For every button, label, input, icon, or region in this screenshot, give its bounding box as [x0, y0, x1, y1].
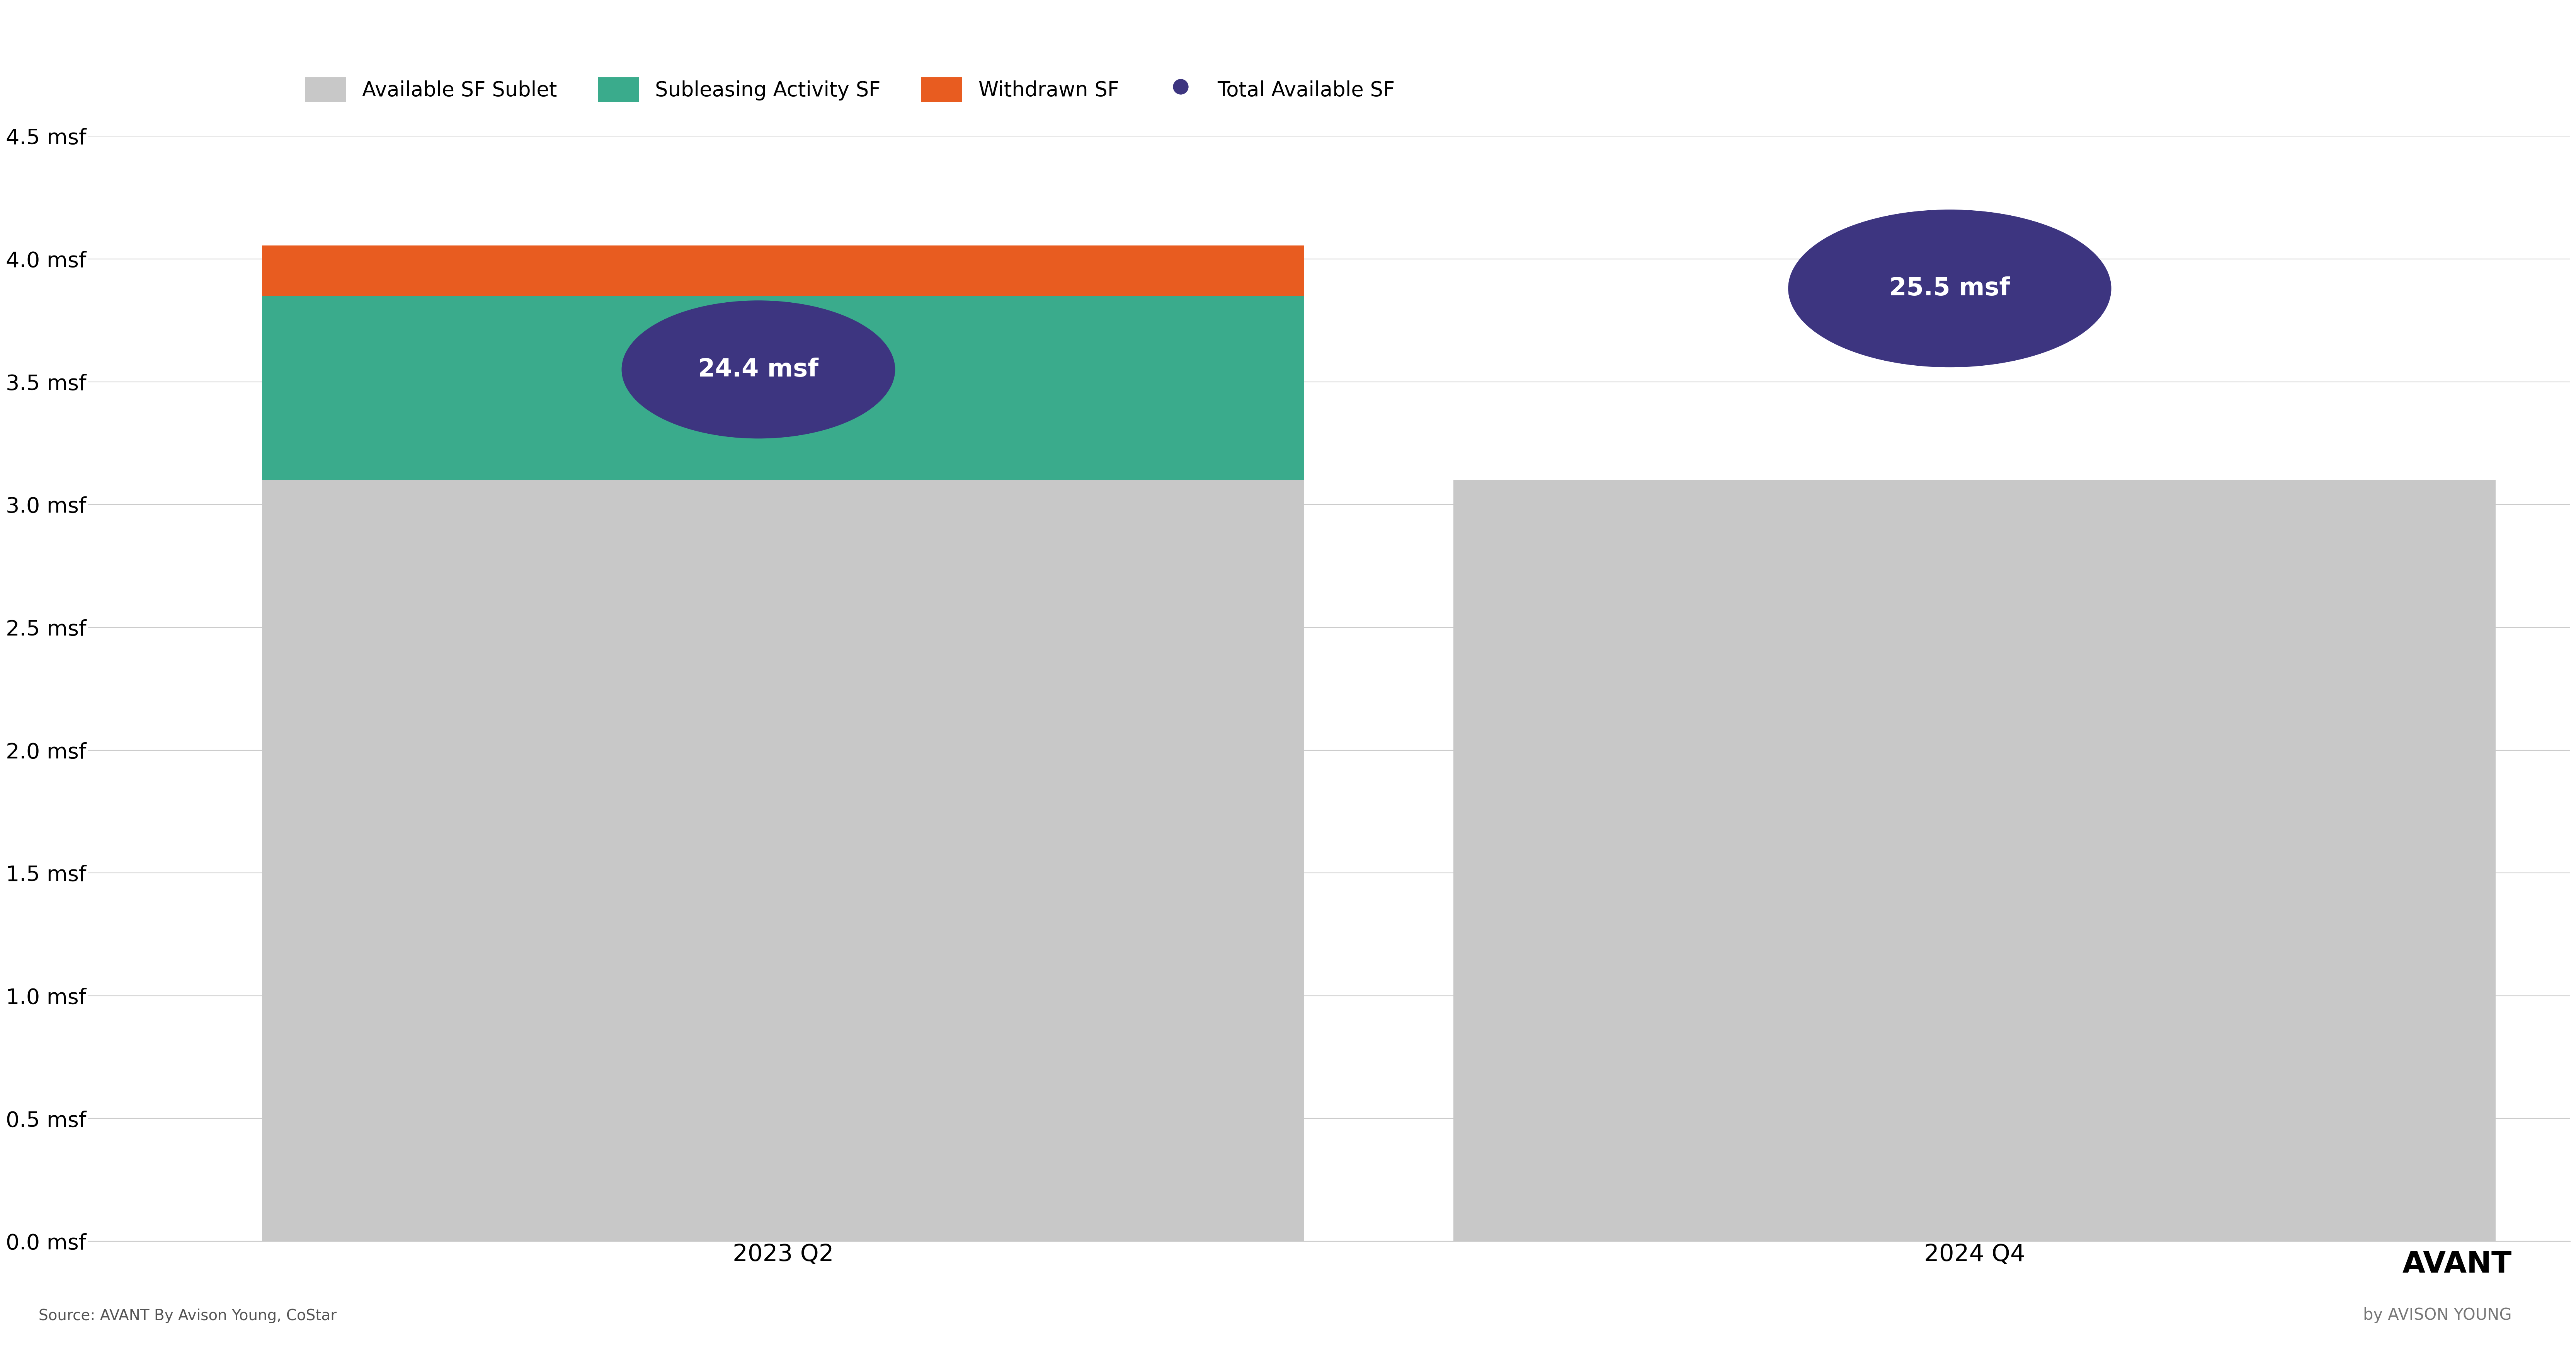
- Legend: Available SF Sublet, Subleasing Activity SF, Withdrawn SF, Total Available SF: Available SF Sublet, Subleasing Activity…: [296, 69, 1404, 110]
- Text: 25.5 msf: 25.5 msf: [1888, 276, 2009, 300]
- Bar: [263, 245, 1303, 296]
- Bar: [263, 296, 1303, 480]
- Text: by AVISON YOUNG: by AVISON YOUNG: [2362, 1307, 2512, 1323]
- Text: AVANT: AVANT: [2403, 1250, 2512, 1279]
- Ellipse shape: [621, 300, 894, 438]
- Bar: [1453, 480, 2496, 1241]
- Text: 24.4 msf: 24.4 msf: [698, 357, 819, 382]
- Bar: [263, 480, 1303, 1241]
- Text: Source: AVANT By Avison Young, CoStar: Source: AVANT By Avison Young, CoStar: [39, 1308, 337, 1323]
- Ellipse shape: [1788, 210, 2112, 367]
